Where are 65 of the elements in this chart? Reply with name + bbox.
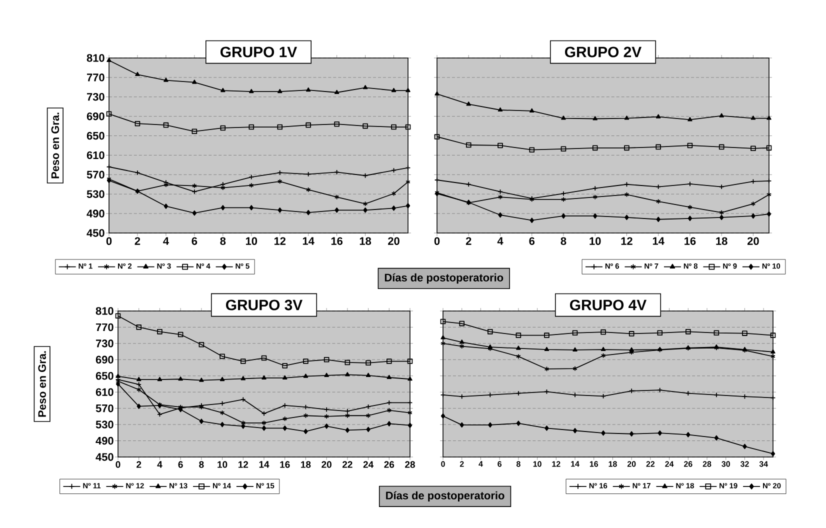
- chart-title: GRUPO 2V: [565, 46, 642, 58]
- x-tick-label: 6: [192, 237, 198, 245]
- x-tick-label: 0: [434, 237, 440, 245]
- y-tick-label: 450: [86, 229, 104, 237]
- x-tick-label: 20: [322, 461, 332, 468]
- x-tick-label: 18: [716, 237, 728, 245]
- x-tick-label: 0: [116, 461, 120, 468]
- x-tick-label: 2: [136, 461, 142, 468]
- x-axis-title: Días de postoperatorio: [384, 273, 504, 284]
- x-tick-label: 8: [220, 237, 226, 245]
- x-axis-title: Días de postoperatorio: [386, 491, 504, 502]
- y-tick-label: 690: [96, 356, 114, 364]
- x-tick-label: 16: [280, 461, 290, 468]
- y-tick-label: 810: [86, 54, 104, 62]
- y-tick-label: 610: [86, 151, 104, 160]
- y-tick-label: 610: [96, 388, 114, 396]
- x-tick-label: 26: [384, 461, 394, 468]
- x-tick-label: 16: [684, 237, 696, 245]
- x-tick-label: 10: [246, 237, 258, 245]
- x-tick-label: 18: [301, 461, 311, 468]
- x-tick-label: 14: [259, 461, 270, 468]
- y-tick-label: 530: [86, 190, 104, 198]
- y-tick-label: 650: [86, 132, 104, 140]
- x-tick-label: 10: [218, 461, 228, 468]
- x-tick-label: 24: [363, 461, 374, 468]
- x-tick-label: 14: [302, 237, 314, 245]
- y-tick-label: 570: [86, 170, 104, 179]
- y-tick-label: 490: [96, 436, 114, 445]
- x-tick-label: 18: [360, 237, 372, 245]
- x-tick-label: 16: [331, 237, 343, 245]
- x-tick-label: 14: [652, 237, 664, 245]
- x-tick-label: 8: [199, 461, 204, 468]
- chart-title: GRUPO 1V: [220, 46, 297, 58]
- x-tick-label: 10: [590, 237, 601, 245]
- y-tick-label: 810: [96, 307, 114, 315]
- x-tick-label: 20: [388, 237, 400, 245]
- x-tick-label: 0: [106, 237, 112, 245]
- x-tick-label: 4: [497, 237, 504, 245]
- x-tick-label: 6: [529, 237, 535, 245]
- x-tick-label: 12: [621, 237, 632, 245]
- y-axis-title: Peso en Gra.: [38, 351, 46, 417]
- x-tick-label: 22: [342, 461, 352, 468]
- x-tick-label: 12: [274, 237, 286, 245]
- y-tick-label: 570: [96, 404, 114, 412]
- x-tick-label: 6: [178, 461, 183, 468]
- y-tick-label: 730: [86, 93, 104, 101]
- chart-title: GRUPO 4V: [570, 300, 646, 310]
- x-tick-label: 4: [163, 237, 169, 245]
- y-axis-title: Peso en Gra.: [51, 112, 60, 178]
- y-tick-label: 450: [96, 453, 114, 461]
- y-tick-label: 770: [96, 323, 114, 332]
- x-tick-label: 8: [560, 237, 566, 245]
- y-tick-label: 530: [96, 420, 114, 428]
- y-tick-label: 650: [96, 372, 114, 380]
- y-tick-label: 690: [86, 112, 104, 120]
- x-tick-label: 2: [466, 237, 472, 245]
- y-tick-label: 730: [96, 340, 114, 348]
- x-tick-label: 20: [747, 237, 759, 245]
- y-tick-label: 490: [86, 210, 104, 218]
- x-tick-label: 12: [238, 461, 248, 468]
- x-tick-label: 2: [134, 237, 140, 245]
- chart-title: GRUPO 3V: [226, 300, 302, 310]
- x-tick-label: 28: [405, 461, 415, 468]
- x-tick-label: 4: [157, 461, 162, 468]
- y-tick-label: 770: [86, 74, 104, 82]
